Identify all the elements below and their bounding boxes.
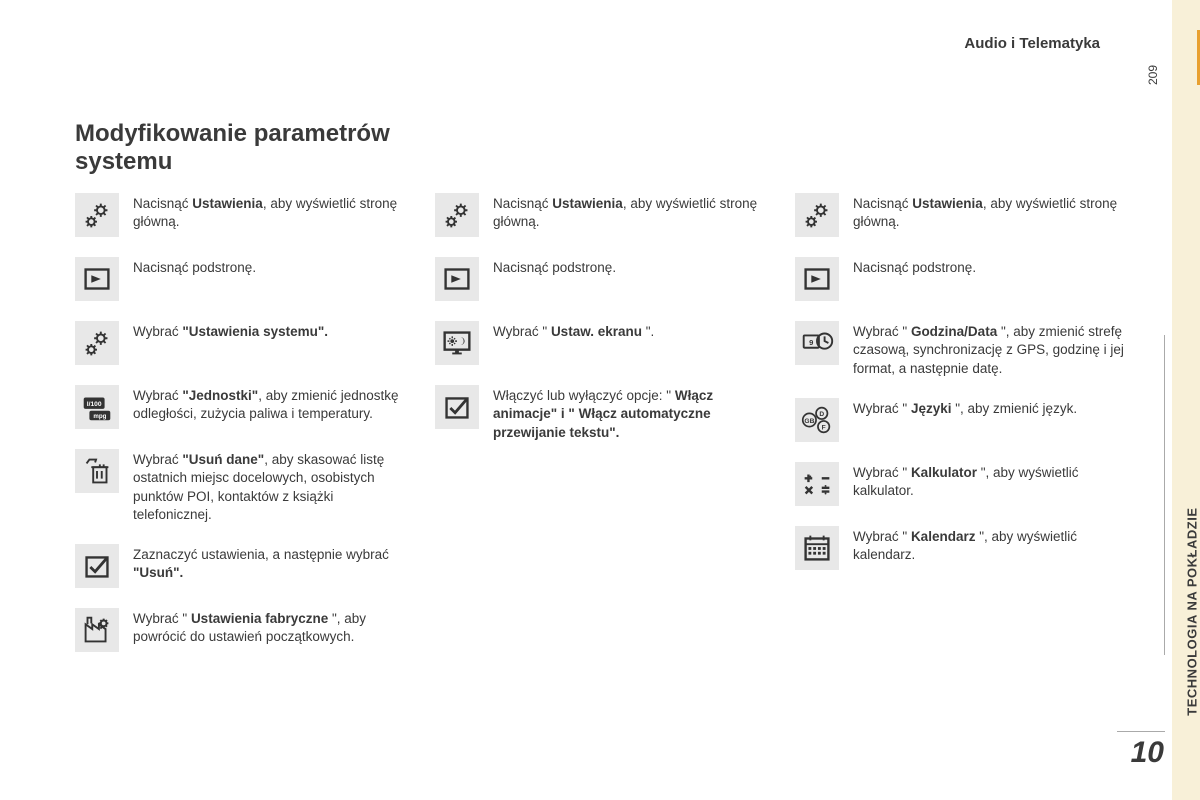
text-bold: "Usuń". (133, 565, 183, 580)
screen-icon (435, 321, 479, 365)
instruction-item: Nacisnąć podstronę. (435, 257, 765, 301)
chapter-divider (1117, 731, 1165, 732)
text-bold: Ustawienia (552, 196, 623, 211)
instruction-text: Nacisnąć Ustawienia, aby wyświetlić stro… (133, 193, 405, 231)
instruction-item: Wybrać " Ustaw. ekranu ". (435, 321, 765, 365)
instruction-item: Wybrać " Godzina/Data ", aby zmienić str… (795, 321, 1125, 378)
instruction-item: Nacisnąć Ustawienia, aby wyświetlić stro… (75, 193, 405, 237)
text-pre: Nacisnąć (853, 196, 912, 211)
text-bold: Języki (911, 401, 952, 416)
instruction-text: Wybrać "Usuń dane", aby skasować listę o… (133, 449, 405, 524)
instruction-text: Nacisnąć podstronę. (133, 257, 256, 277)
instruction-text: Wybrać " Ustaw. ekranu ". (493, 321, 654, 341)
instruction-text: Wybrać " Języki ", aby zmienić język. (853, 398, 1077, 418)
section-header: Audio i Telematyka (964, 35, 1100, 52)
text-pre: Włączyć lub wyłączyć opcje: " (493, 388, 675, 403)
instruction-item: Wybrać "Jednostki", aby zmienić jednostk… (75, 385, 405, 429)
text-pre: Zaznaczyć ustawienia, a następnie wybrać (133, 547, 389, 562)
clock-icon (795, 321, 839, 365)
check-icon (75, 544, 119, 588)
heading-line2: systemu (75, 148, 172, 175)
text-bold: Godzina/Data (911, 324, 997, 339)
instruction-item: Nacisnąć podstronę. (75, 257, 405, 301)
text-bold: Ustawienia (192, 196, 263, 211)
text-bold: Ustaw. ekranu (551, 324, 642, 339)
text-pre: Wybrać " (493, 324, 551, 339)
text-pre: Wybrać (133, 388, 182, 403)
page-number: 209 (1146, 65, 1160, 85)
instruction-text: Nacisnąć Ustawienia, aby wyświetlić stro… (493, 193, 765, 231)
instruction-text: Wybrać " Ustawienia fabryczne ", aby pow… (133, 608, 405, 646)
gears-icon (75, 193, 119, 237)
text-pre: Nacisnąć (493, 196, 552, 211)
text-pre: Nacisnąć podstronę. (853, 260, 976, 275)
text-bold: Kalendarz (911, 529, 976, 544)
gears-icon (795, 193, 839, 237)
text-pre: Wybrać " (853, 465, 911, 480)
text-bold: "Ustawienia systemu". (182, 324, 328, 339)
text-pre: Wybrać (133, 324, 182, 339)
calc-icon (795, 462, 839, 506)
check-icon (435, 385, 479, 429)
instruction-text: Nacisnąć podstronę. (853, 257, 976, 277)
instruction-text: Wybrać " Kalkulator ", aby wyświetlić ka… (853, 462, 1125, 500)
side-divider (1164, 335, 1165, 655)
instruction-item: Włączyć lub wyłączyć opcje: " Włącz anim… (435, 385, 765, 442)
units-icon (75, 385, 119, 429)
instruction-text: Nacisnąć podstronę. (493, 257, 616, 277)
chapter-number: 10 (1131, 736, 1164, 770)
text-bold: Ustawienia fabryczne (191, 611, 328, 626)
instruction-item: Nacisnąć Ustawienia, aby wyświetlić stro… (795, 193, 1125, 237)
instruction-text: Nacisnąć Ustawienia, aby wyświetlić stro… (853, 193, 1125, 231)
subpage-icon (75, 257, 119, 301)
instruction-text: Zaznaczyć ustawienia, a następnie wybrać… (133, 544, 405, 582)
gears-icon (75, 321, 119, 365)
instruction-item: Wybrać "Usuń dane", aby skasować listę o… (75, 449, 405, 524)
instruction-item: Wybrać "Ustawienia systemu". (75, 321, 405, 365)
text-bold: Kalkulator (911, 465, 977, 480)
subpage-icon (435, 257, 479, 301)
column-3: Nacisnąć Ustawienia, aby wyświetlić stro… (795, 193, 1125, 672)
text-pre: Wybrać (133, 452, 182, 467)
text-pre: Wybrać " (853, 529, 911, 544)
instruction-text: Wybrać " Kalendarz ", aby wyświetlić kal… (853, 526, 1125, 564)
factory-icon (75, 608, 119, 652)
column-2: Nacisnąć Ustawienia, aby wyświetlić stro… (435, 193, 765, 672)
trash-icon (75, 449, 119, 493)
text-pre: Nacisnąć podstronę. (133, 260, 256, 275)
instruction-item: Nacisnąć Ustawienia, aby wyświetlić stro… (435, 193, 765, 237)
text-pre: Nacisnąć podstronę. (493, 260, 616, 275)
text-pre: Nacisnąć (133, 196, 192, 211)
text-bold: "Usuń dane" (182, 452, 264, 467)
instruction-item: Wybrać " Kalkulator ", aby wyświetlić ka… (795, 462, 1125, 506)
heading-line1: Modyfikowanie parametrów (75, 120, 390, 147)
instruction-text: Wybrać "Ustawienia systemu". (133, 321, 328, 341)
text-post: ", aby zmienić język. (951, 401, 1077, 416)
instruction-item: Nacisnąć podstronę. (795, 257, 1125, 301)
instruction-text: Wybrać " Godzina/Data ", aby zmienić str… (853, 321, 1125, 378)
instruction-text: Włączyć lub wyłączyć opcje: " Włącz anim… (493, 385, 765, 442)
page-title: Modyfikowanie parametrów systemu (75, 120, 1140, 175)
side-section-title: TECHNOLOGIA NA POKŁADZIE (1185, 508, 1200, 716)
gears-icon (435, 193, 479, 237)
columns-container: Nacisnąć Ustawienia, aby wyświetlić stro… (75, 193, 1140, 672)
instruction-item: Wybrać " Kalendarz ", aby wyświetlić kal… (795, 526, 1125, 570)
text-post: ". (642, 324, 654, 339)
instruction-text: Wybrać "Jednostki", aby zmienić jednostk… (133, 385, 405, 423)
text-pre: Wybrać " (853, 401, 911, 416)
instruction-item: Wybrać " Ustawienia fabryczne ", aby pow… (75, 608, 405, 652)
text-bold: Ustawienia (912, 196, 983, 211)
instruction-item: Zaznaczyć ustawienia, a następnie wybrać… (75, 544, 405, 588)
text-pre: Wybrać " (853, 324, 911, 339)
lang-icon (795, 398, 839, 442)
text-bold: "Jednostki" (182, 388, 258, 403)
instruction-item: Wybrać " Języki ", aby zmienić język. (795, 398, 1125, 442)
text-pre: Wybrać " (133, 611, 191, 626)
calendar-icon (795, 526, 839, 570)
column-1: Nacisnąć Ustawienia, aby wyświetlić stro… (75, 193, 405, 672)
subpage-icon (795, 257, 839, 301)
